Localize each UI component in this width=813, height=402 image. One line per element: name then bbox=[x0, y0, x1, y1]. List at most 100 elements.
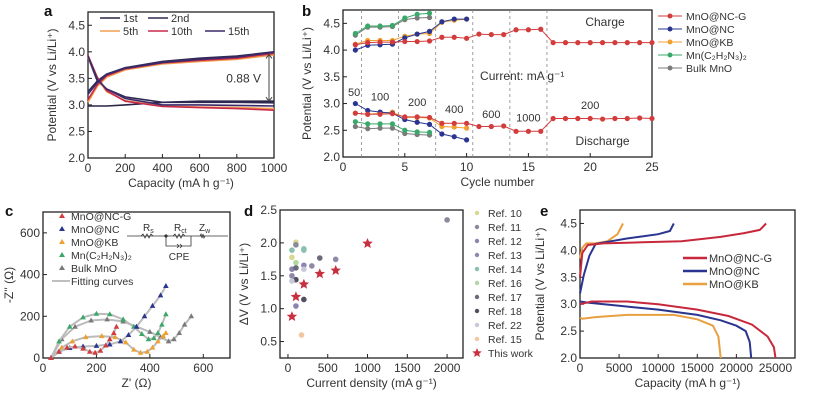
data-point bbox=[464, 35, 470, 41]
y-tick-label: 1.5 bbox=[260, 269, 277, 283]
series-line-charge bbox=[355, 18, 467, 45]
legend-marker bbox=[474, 252, 480, 258]
data-point bbox=[365, 121, 371, 127]
data-point bbox=[538, 128, 544, 134]
data-point bbox=[402, 114, 408, 120]
data-point bbox=[612, 40, 618, 46]
data-point-triangle bbox=[106, 311, 113, 317]
y-tick-label: 3.0 bbox=[323, 97, 340, 111]
series-line-discharge bbox=[355, 103, 467, 141]
x-axis-label: Cycle number bbox=[460, 175, 534, 189]
x-tick-label: 5000 bbox=[606, 361, 633, 375]
legend-label: Ref. 18 bbox=[488, 306, 522, 318]
y-tick-label: 200 bbox=[20, 309, 40, 323]
x-axis-label: Z' (Ω) bbox=[122, 376, 152, 390]
legend-marker bbox=[474, 336, 480, 342]
data-point bbox=[377, 39, 383, 45]
legend-label: Ref. 12 bbox=[488, 236, 522, 248]
legend-marker bbox=[474, 266, 480, 272]
data-point-triangle bbox=[64, 344, 70, 350]
data-point bbox=[301, 296, 307, 303]
data-point-star bbox=[290, 291, 302, 302]
circuit-label-rct: Rct bbox=[174, 223, 187, 235]
data-point-triangle bbox=[141, 313, 148, 319]
data-point bbox=[377, 125, 383, 131]
data-point-triangle bbox=[58, 344, 65, 350]
data-point bbox=[289, 254, 295, 261]
data-point bbox=[289, 247, 295, 253]
legend-label: MnO@NC bbox=[71, 224, 120, 236]
data-point bbox=[599, 40, 606, 46]
y-tick-label: 2.0 bbox=[260, 236, 277, 250]
data-point bbox=[426, 121, 433, 127]
legend-marker bbox=[667, 39, 673, 45]
data-point bbox=[426, 38, 433, 44]
data-point bbox=[301, 266, 307, 273]
data-point bbox=[316, 255, 323, 261]
legend-label: 2nd bbox=[171, 13, 189, 25]
data-point bbox=[476, 123, 482, 130]
data-point bbox=[649, 40, 655, 46]
y-axis-label: Potential (V vs Li/Li⁺) bbox=[45, 28, 59, 141]
resistor-rct-icon bbox=[172, 233, 186, 239]
data-point bbox=[365, 40, 371, 46]
legend-label: MnO@NC bbox=[686, 24, 735, 36]
data-point bbox=[389, 121, 396, 127]
circuit-label-zw-main: Z bbox=[199, 223, 205, 234]
x-tick-label: 200 bbox=[115, 161, 135, 175]
legend-marker bbox=[474, 280, 480, 286]
plot-frame bbox=[87, 11, 275, 159]
data-point bbox=[301, 247, 307, 253]
current-label: Current: mA g⁻¹ bbox=[480, 69, 564, 83]
panel-a: 0 200 400 600 800 1000 2.0 2.5 3.0 3.5 4.0 4.5 Capac… bbox=[44, 3, 288, 190]
data-point bbox=[389, 39, 396, 45]
x-tick-label: 400 bbox=[140, 361, 160, 375]
legend-label: Ref. 14 bbox=[488, 264, 522, 276]
data-point bbox=[289, 278, 295, 284]
legend-label: 10th bbox=[171, 26, 192, 38]
x-tick-label: 1000 bbox=[354, 361, 381, 375]
x-tick-label: 200 bbox=[86, 361, 106, 375]
data-point-triangle bbox=[93, 310, 100, 316]
circuit-label-zw: Zw bbox=[199, 223, 211, 235]
y-tick-label: 2.5 bbox=[560, 324, 577, 338]
data-point-triangle bbox=[117, 338, 124, 344]
data-point bbox=[298, 332, 305, 338]
legend-marker bbox=[59, 265, 65, 270]
data-point-triangle bbox=[86, 348, 93, 354]
x-tick-label: 800 bbox=[227, 161, 247, 175]
data-point bbox=[525, 128, 532, 134]
charge-label: Charge bbox=[585, 15, 625, 29]
legend-label: Bulk MnO bbox=[71, 263, 117, 275]
legend-marker bbox=[474, 238, 480, 244]
legend-label: MnO@KB bbox=[686, 37, 733, 49]
legend-label: Mn(C₂H₂N₃)₂ bbox=[71, 250, 132, 262]
data-point bbox=[637, 115, 643, 121]
data-point-triangle bbox=[144, 348, 150, 354]
series-line-discharge bbox=[579, 313, 722, 359]
x-tick-label: 0 bbox=[340, 160, 347, 174]
data-point-triangle bbox=[106, 336, 113, 342]
data-point bbox=[402, 15, 408, 21]
x-tick-label: 10 bbox=[460, 160, 474, 174]
y-tick-label: 3.5 bbox=[68, 71, 85, 85]
data-point bbox=[426, 10, 433, 16]
legend-label: MnO@NC-G bbox=[686, 11, 746, 23]
x-tick-label: 5 bbox=[401, 160, 408, 174]
data-point-triangle bbox=[93, 342, 100, 348]
data-point bbox=[488, 123, 494, 130]
circuit-label-zw-sub: w bbox=[204, 228, 211, 235]
series-line-discharge bbox=[579, 300, 753, 359]
rate-label: 200 bbox=[408, 97, 426, 109]
legend-label: This work bbox=[488, 348, 534, 360]
data-point-triangle bbox=[160, 333, 167, 339]
data-point-triangle bbox=[80, 314, 86, 320]
legend-marker bbox=[474, 294, 480, 300]
data-point bbox=[402, 127, 408, 133]
legend-label: Ref. 16 bbox=[488, 278, 522, 290]
data-point-triangle bbox=[80, 345, 86, 351]
data-point bbox=[624, 40, 630, 46]
arrowhead-up bbox=[265, 53, 273, 59]
panel-c: 0 200 400 600 0 200 400 600 Z' (Ω) -Z'' (Ω) c MnO@N… bbox=[2, 203, 231, 390]
data-point bbox=[365, 107, 371, 114]
